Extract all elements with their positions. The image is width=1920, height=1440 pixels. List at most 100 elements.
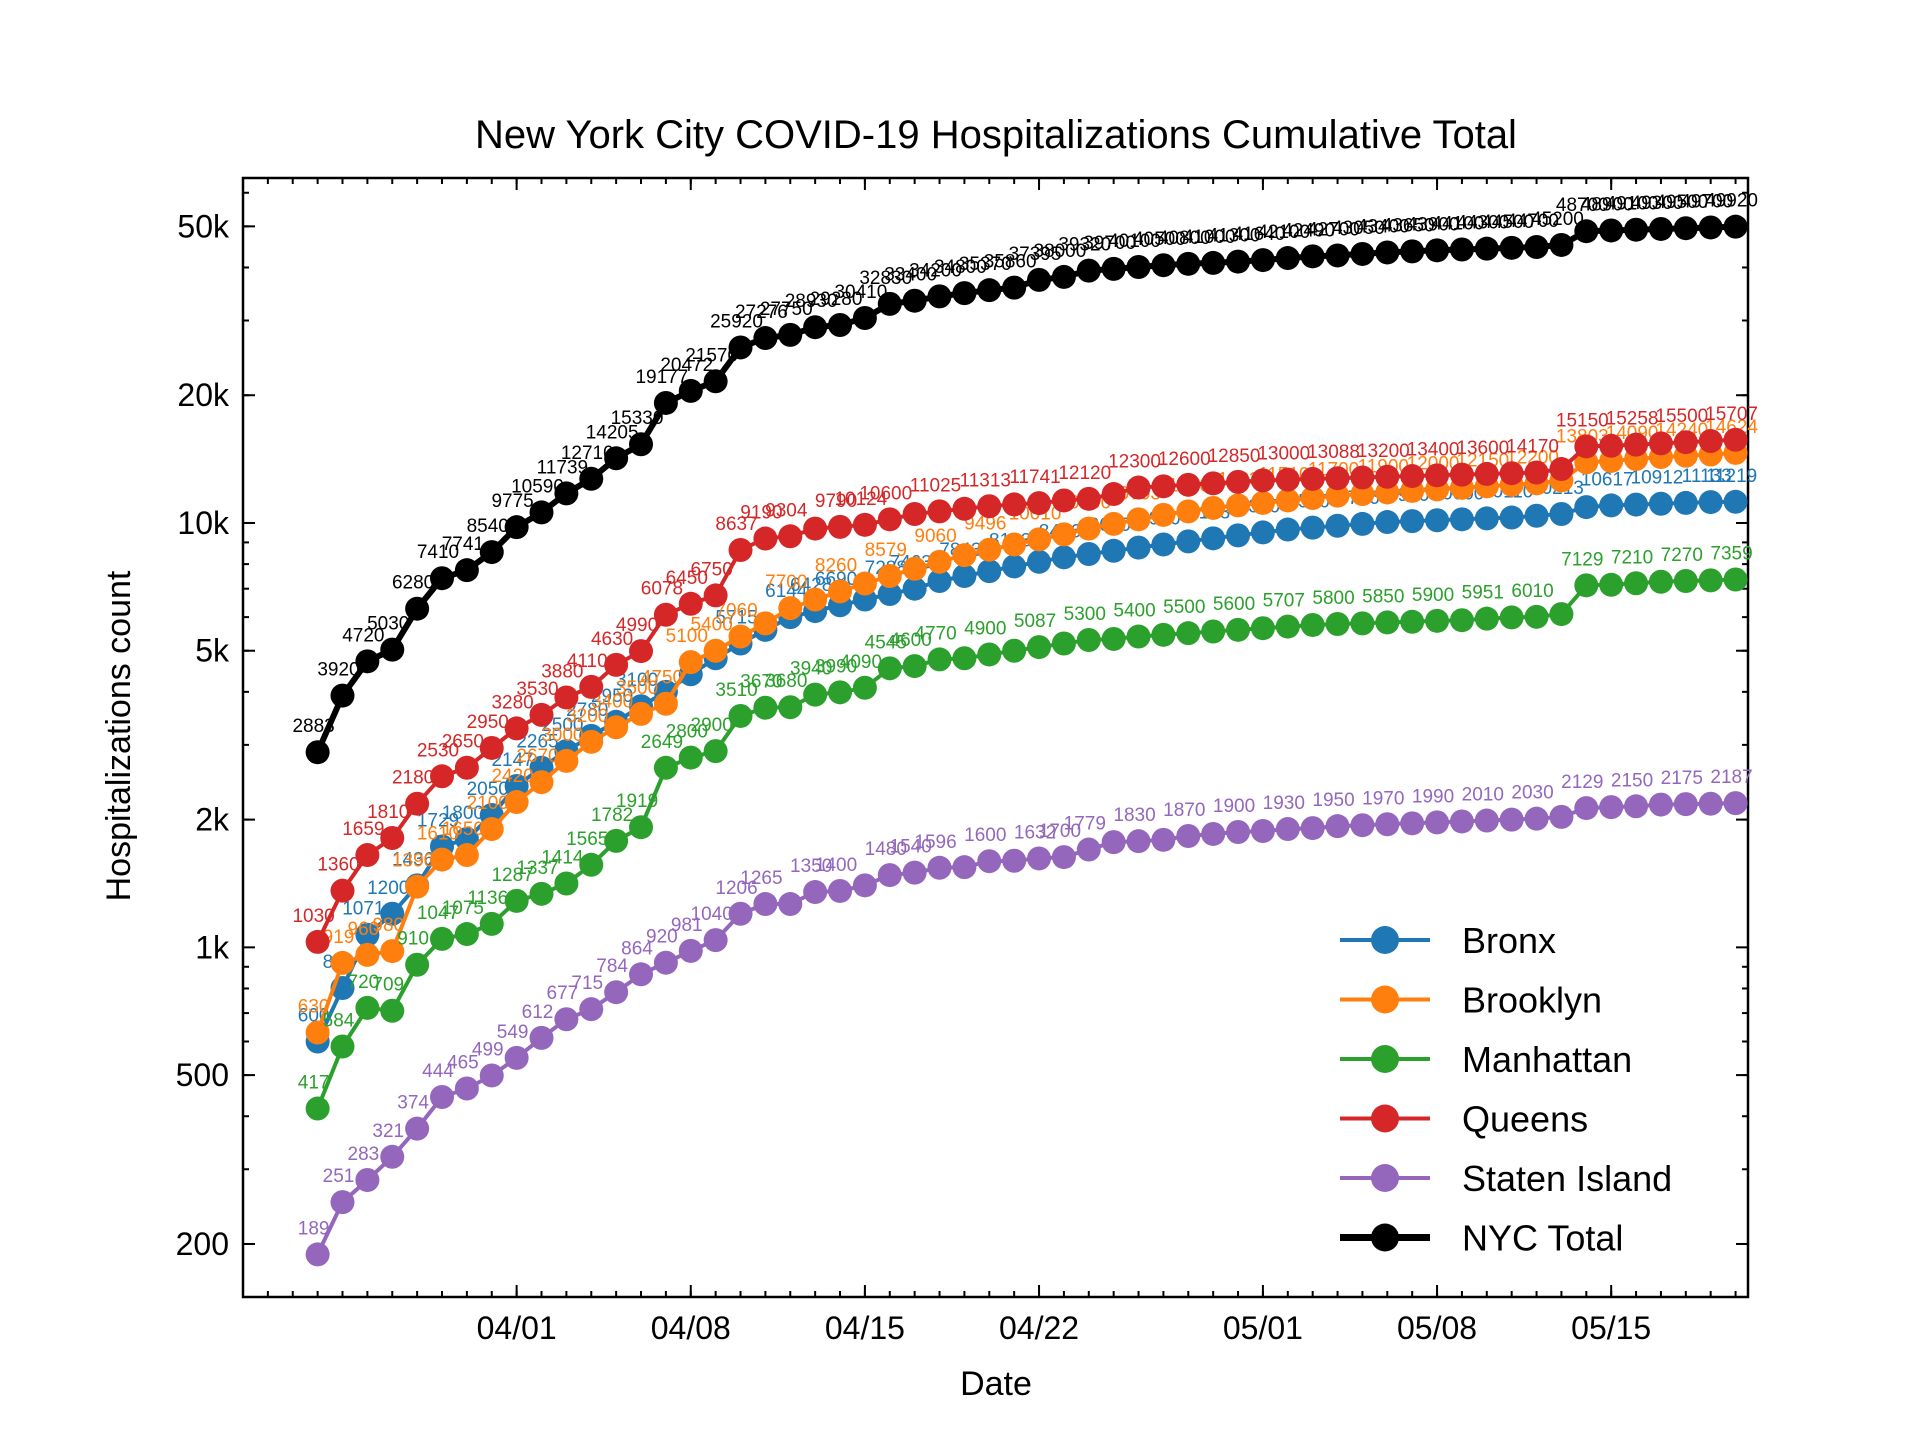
data-point xyxy=(653,950,678,975)
data-point xyxy=(380,637,405,662)
data-label: 864 xyxy=(621,938,653,959)
series-line xyxy=(315,801,1736,1256)
data-label: 630 xyxy=(298,997,330,1018)
data-point xyxy=(355,922,380,947)
data-label: 7270 xyxy=(1661,545,1703,566)
data-point xyxy=(1474,236,1499,261)
data-point xyxy=(629,432,654,457)
data-point xyxy=(330,683,355,708)
x-tick-label: 05/01 xyxy=(1223,1310,1303,1346)
data-point xyxy=(1275,817,1300,842)
data-point xyxy=(1176,251,1201,276)
data-point xyxy=(629,701,654,726)
data-label: 2883 xyxy=(292,716,334,737)
data-point xyxy=(828,579,853,604)
data-point xyxy=(1051,488,1076,513)
data-label: 1436 xyxy=(392,849,434,870)
data-label: 2530 xyxy=(417,740,459,761)
data-point xyxy=(1051,845,1076,870)
data-label: 1600 xyxy=(964,825,1006,846)
data-point xyxy=(604,652,629,677)
data-point xyxy=(877,291,902,316)
data-label: 3100 xyxy=(616,670,658,691)
legend: Bronx Brooklyn Manhattan Queens Staten Islan… xyxy=(1340,920,1672,1259)
data-point xyxy=(852,305,877,330)
legend-item: Bronx xyxy=(1340,920,1556,961)
data-label: 49500 xyxy=(1655,192,1708,213)
data-point xyxy=(678,591,703,616)
data-point xyxy=(728,624,753,649)
data-point xyxy=(1474,808,1499,833)
data-label: 33400 xyxy=(884,265,937,286)
data-point xyxy=(753,892,778,917)
data-label: 4990 xyxy=(616,615,658,636)
data-label: 15150 xyxy=(1556,410,1609,431)
data-label: 1206 xyxy=(715,878,757,899)
data-point xyxy=(803,880,828,905)
data-point xyxy=(1201,619,1226,644)
data-point xyxy=(1201,495,1226,520)
data-label: 1919 xyxy=(616,791,658,812)
data-point xyxy=(1226,819,1251,844)
data-label: 11025 xyxy=(910,475,961,496)
data-label: 2129 xyxy=(1561,772,1603,793)
data-point xyxy=(1027,635,1052,660)
data-point xyxy=(1325,243,1350,268)
data-label: 417 xyxy=(298,1073,330,1094)
data-label: 1830 xyxy=(1113,805,1155,826)
data-point xyxy=(355,942,380,967)
data-point xyxy=(803,516,828,541)
x-tick-label: 05/08 xyxy=(1397,1310,1477,1346)
data-point xyxy=(1325,513,1350,538)
data-label: 2950 xyxy=(467,712,509,733)
data-point xyxy=(1027,267,1052,292)
data-label: 28930 xyxy=(785,291,838,312)
data-point xyxy=(803,315,828,340)
data-label: 1071 xyxy=(342,899,384,920)
data-point xyxy=(529,702,554,727)
data-point xyxy=(1474,606,1499,631)
data-point xyxy=(703,739,728,764)
data-point xyxy=(778,695,803,720)
data-point xyxy=(778,322,803,347)
data-point xyxy=(1176,529,1201,554)
data-point xyxy=(1599,493,1624,518)
data-point xyxy=(1226,469,1251,494)
data-point xyxy=(579,997,604,1022)
data-label: 32830 xyxy=(859,268,912,289)
data-point xyxy=(454,755,479,780)
data-point xyxy=(1425,508,1450,533)
data-point xyxy=(828,878,853,903)
data-point xyxy=(1151,474,1176,499)
data-label: 4630 xyxy=(591,629,633,650)
data-point xyxy=(1723,791,1748,816)
data-label: 5400 xyxy=(1113,601,1155,622)
data-point xyxy=(1474,461,1499,486)
data-label: 5900 xyxy=(1412,585,1454,606)
data-label: 15707 xyxy=(1705,404,1758,425)
data-point xyxy=(1624,217,1649,242)
data-label: 2175 xyxy=(1661,768,1703,789)
data-point xyxy=(1549,602,1574,627)
data-point xyxy=(330,1034,355,1059)
data-point xyxy=(305,740,330,765)
data-point xyxy=(1524,235,1549,260)
data-label: 41000 xyxy=(1183,227,1236,248)
data-point xyxy=(430,566,455,591)
data-label: 13400 xyxy=(1407,439,1460,460)
data-label: 2649 xyxy=(641,732,683,753)
legend-item: Staten Island xyxy=(1340,1158,1672,1199)
y-tick-label: 10k xyxy=(177,505,230,541)
data-label: 5100 xyxy=(666,626,708,647)
data-label: 19177 xyxy=(635,367,688,388)
data-label: 4720 xyxy=(342,625,384,646)
data-point xyxy=(1449,237,1474,262)
data-point xyxy=(529,500,554,525)
data-point xyxy=(778,524,803,549)
y-tick-label: 20k xyxy=(177,377,230,413)
data-label: 4600 xyxy=(890,630,932,651)
data-point xyxy=(1226,617,1251,642)
data-point xyxy=(1126,255,1151,280)
data-point xyxy=(305,1020,330,1045)
